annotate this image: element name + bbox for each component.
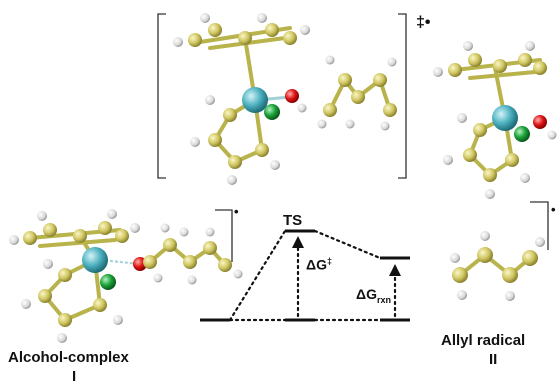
alcohol-complex-structure <box>9 209 243 343</box>
radical-name-label: Allyl radical <box>441 332 526 349</box>
allyl-radical-structure <box>450 201 549 301</box>
transition-state-structure <box>157 13 407 185</box>
complex-id-label: I <box>72 368 77 385</box>
complex-name-label: Alcohol-complex <box>8 349 129 366</box>
delta-g-ts-main: ΔG <box>306 256 327 273</box>
complex-dot-mark: • <box>234 204 239 219</box>
radical-dot-mark: • <box>551 202 556 217</box>
path-to-ts <box>228 229 287 322</box>
radical-id-label: II <box>489 351 498 368</box>
complex-bracket <box>215 209 233 262</box>
path-to-product <box>313 229 382 260</box>
delta-g-rxn-main: ΔG <box>356 286 377 302</box>
ts-bracket-mark: ‡• <box>416 14 431 31</box>
arrowhead-rxn <box>389 264 401 276</box>
delta-g-ts-label: ΔG‡ <box>306 256 332 273</box>
delta-g-rxn-sub: rxn <box>376 294 391 305</box>
arrowhead-ts <box>292 236 304 248</box>
right-bracket <box>398 13 407 179</box>
energy-profile <box>200 229 410 322</box>
ts-label: TS <box>283 212 303 229</box>
delta-g-rxn-label: ΔGrxn <box>356 286 391 305</box>
delta-g-ts-sup: ‡ <box>326 256 332 266</box>
product-metal-fragment <box>433 41 557 199</box>
left-bracket <box>157 13 166 179</box>
radical-bracket <box>530 201 549 250</box>
